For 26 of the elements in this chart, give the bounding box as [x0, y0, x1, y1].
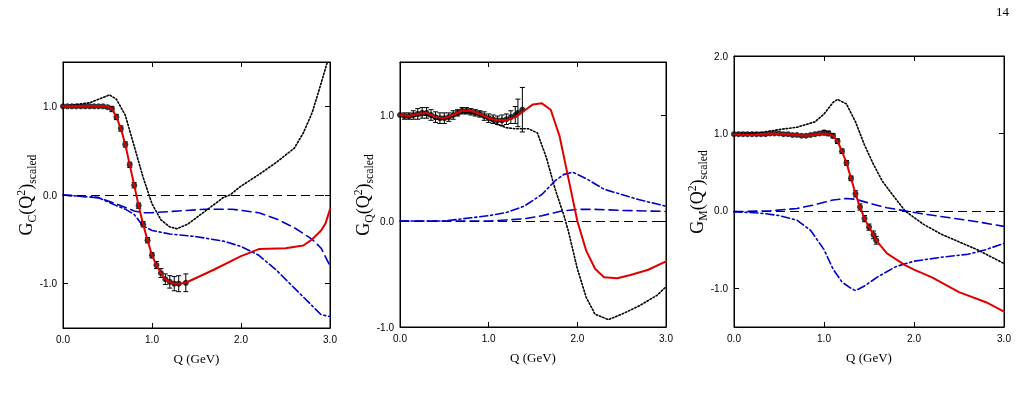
x-tick-label: 2.0: [234, 333, 249, 345]
x-tick-label: 2.0: [907, 332, 922, 344]
y-tick-label: 0.0: [380, 215, 395, 227]
x-tick-label: 0.0: [727, 332, 742, 344]
x-tick-label: 3.0: [659, 332, 674, 344]
x-axis-title: Q (GeV): [173, 351, 220, 366]
text: 14: [996, 4, 1009, 20]
x-tick-label: 0.0: [56, 333, 71, 345]
y-tick-label: 0.0: [714, 205, 729, 217]
x-tick-label: 1.0: [145, 333, 160, 345]
x-axis-title: Q (GeV): [510, 350, 556, 365]
y-tick-label: 1.0: [380, 109, 395, 121]
x-tick-label: 1.0: [481, 332, 497, 344]
x-tick-label: 3.0: [323, 333, 338, 345]
y-tick-label: 1.0: [714, 127, 729, 139]
y-tick-label: 1.0: [43, 100, 58, 112]
y-tick-label: -1.0: [39, 278, 58, 290]
x-tick-label: 1.0: [817, 332, 832, 344]
x-tick-label: 2.0: [570, 332, 585, 344]
y-tick-label: 0.0: [43, 189, 58, 201]
x-tick-label: 0.0: [393, 332, 408, 344]
y-tick-label: -1.0: [376, 321, 395, 333]
y-tick-label: 2.0: [714, 50, 729, 62]
y-tick-label: -1.0: [710, 282, 729, 294]
x-axis-title: Q (GeV): [846, 350, 892, 365]
x-tick-label: 3.0: [997, 332, 1012, 344]
